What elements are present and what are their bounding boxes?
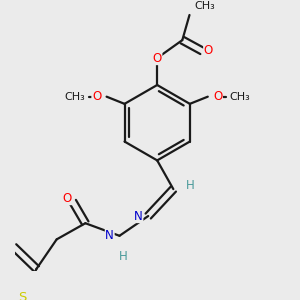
Text: O: O <box>63 192 72 205</box>
Text: H: H <box>119 250 128 263</box>
Text: N: N <box>105 229 114 242</box>
Text: O: O <box>153 52 162 64</box>
Text: CH₃: CH₃ <box>229 92 250 102</box>
Text: O: O <box>213 90 222 103</box>
Text: S: S <box>18 291 27 300</box>
Text: O: O <box>204 44 213 57</box>
Text: H: H <box>186 179 195 192</box>
Text: CH₃: CH₃ <box>194 2 215 11</box>
Text: CH₃: CH₃ <box>64 92 85 102</box>
Text: O: O <box>92 90 101 103</box>
Text: N: N <box>134 209 143 223</box>
